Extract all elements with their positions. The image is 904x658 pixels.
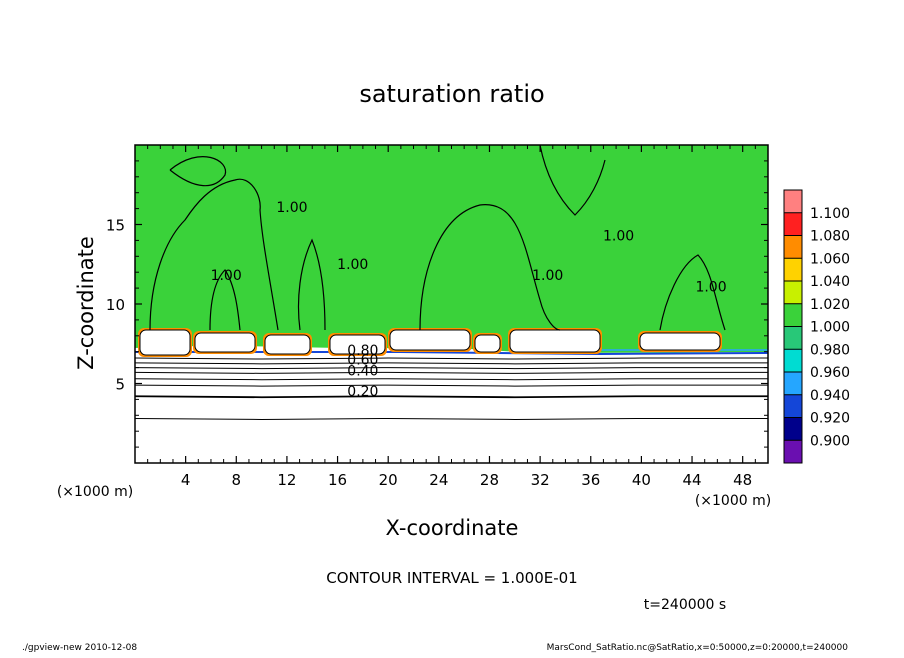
cloud-core	[639, 332, 721, 351]
x-tick-label: 32	[531, 471, 550, 489]
x-tick-label: 8	[232, 471, 242, 489]
footer-right: MarsCond_SatRatio.nc@SatRatio,x=0:50000,…	[547, 643, 849, 653]
contour-label: 0.20	[347, 384, 378, 400]
x-unit-right: (×1000 m)	[695, 493, 771, 509]
cloud-core	[264, 334, 311, 355]
contour-label: 1.00	[337, 257, 368, 273]
stratification-contour	[134, 378, 768, 381]
colorbar-swatch	[784, 417, 802, 441]
colorbar-label: 1.060	[810, 251, 850, 267]
colorbar-label: 1.080	[810, 229, 850, 245]
contour-label: 0.60	[347, 352, 378, 368]
colorbar-swatch	[784, 212, 802, 236]
x-tick-label: 4	[181, 471, 191, 489]
colorbar-label: 1.100	[810, 206, 850, 222]
colorbar-label: 1.020	[810, 297, 850, 313]
supersaturated-region	[135, 145, 768, 353]
contour-1-00-plume-right	[419, 204, 561, 331]
x-tick-label: 40	[632, 471, 651, 489]
colorbar-swatch	[784, 235, 802, 259]
x-tick-label: 48	[733, 471, 752, 489]
stratification-contour	[134, 367, 768, 370]
x-tick-label: 20	[379, 471, 398, 489]
y-tick-label: 15	[106, 217, 125, 235]
colorbar-swatch	[784, 281, 802, 304]
x-tick-label: 36	[581, 471, 600, 489]
contour-1-00-small-b	[209, 269, 241, 331]
colorbar-swatch	[784, 372, 802, 395]
footer-left: ./gpview-new 2010-12-08	[22, 643, 137, 653]
contour-label: 1.00	[603, 228, 634, 244]
contour-label: 1.00	[695, 279, 726, 295]
colorbar-swatch	[784, 440, 802, 463]
contour-label: 1.00	[211, 268, 242, 284]
plot-area: 1.00 1.00 1.00 1.00 1.00 1.00 0.800.600.40 0.20	[134, 144, 769, 464]
stratification-contour	[134, 362, 768, 365]
colorbar-swatch	[784, 394, 802, 418]
colorbar-swatch	[784, 303, 802, 327]
cloud-patches	[138, 328, 722, 357]
colorbar-label: 0.920	[810, 411, 850, 427]
colorbar: 0.900 0.920 0.940 0.960 0.980 1.000 1.020 1.040…	[783, 189, 850, 464]
x-tick-label: 28	[480, 471, 499, 489]
contour-labels: 1.00 1.00 1.00 1.00 1.00 1.00 0.800.600.40 0.20	[211, 200, 727, 400]
colorbar-swatch	[784, 326, 802, 350]
contour-label: 0.80	[347, 343, 378, 359]
contour-1-00-east	[659, 254, 726, 331]
cloud-core	[139, 329, 191, 356]
cloud-core	[474, 334, 501, 353]
y-tick-label: 5	[115, 376, 125, 394]
cloud-core	[194, 332, 256, 353]
stratification-contour	[134, 417, 768, 420]
contour-1-00-top	[539, 144, 606, 216]
cloud-core	[329, 334, 386, 355]
contour-interval: CONTOUR INTERVAL = 1.000E-01	[326, 569, 577, 587]
x-axis-title: X-coordinate	[386, 516, 519, 540]
colorbar-label: 1.040	[810, 274, 850, 290]
colorbar-label: 0.900	[810, 433, 850, 449]
x-axis: 4 8 12 16 20 24 28 32 36 40 44 48	[147, 145, 756, 489]
x-tick-label: 12	[277, 471, 296, 489]
x-tick-label: 24	[429, 471, 448, 489]
y-axis-title: Z-coordinate	[74, 236, 98, 370]
contour-label: 0.40	[347, 364, 378, 380]
colorbar-swatch	[784, 258, 802, 281]
x-unit-left: (×1000 m)	[57, 484, 133, 500]
stratification-contour	[134, 357, 768, 360]
colorbar-swatch	[784, 349, 802, 372]
colorbar-swatch	[784, 190, 802, 213]
chart-title: saturation ratio	[359, 80, 544, 108]
colorbar-label: 0.960	[810, 365, 850, 381]
stratification-lines	[134, 357, 768, 420]
stratification-contour	[134, 371, 768, 374]
contour-1-00-small-a	[297, 238, 326, 331]
cloud-core	[389, 329, 471, 351]
colorbar-label: 0.940	[810, 388, 850, 404]
contour-label: 1.00	[276, 200, 307, 216]
contour-lines	[149, 144, 726, 331]
contour-1-00-plume-left	[149, 178, 279, 331]
stratification-contour	[134, 384, 768, 387]
contour-label: 1.00	[532, 268, 563, 284]
y-tick-label: 10	[106, 296, 125, 314]
colorbar-label: 0.980	[810, 342, 850, 358]
x-tick-label: 16	[328, 471, 347, 489]
colorbar-label: 1.000	[810, 320, 850, 336]
stratification-contour	[134, 395, 768, 399]
contour-1-00-top-left	[169, 156, 227, 187]
x-tick-label: 44	[682, 471, 701, 489]
cloud-core	[509, 329, 601, 353]
y-axis: 5 10 15	[106, 160, 768, 448]
time-label: t=240000 s	[644, 597, 726, 613]
